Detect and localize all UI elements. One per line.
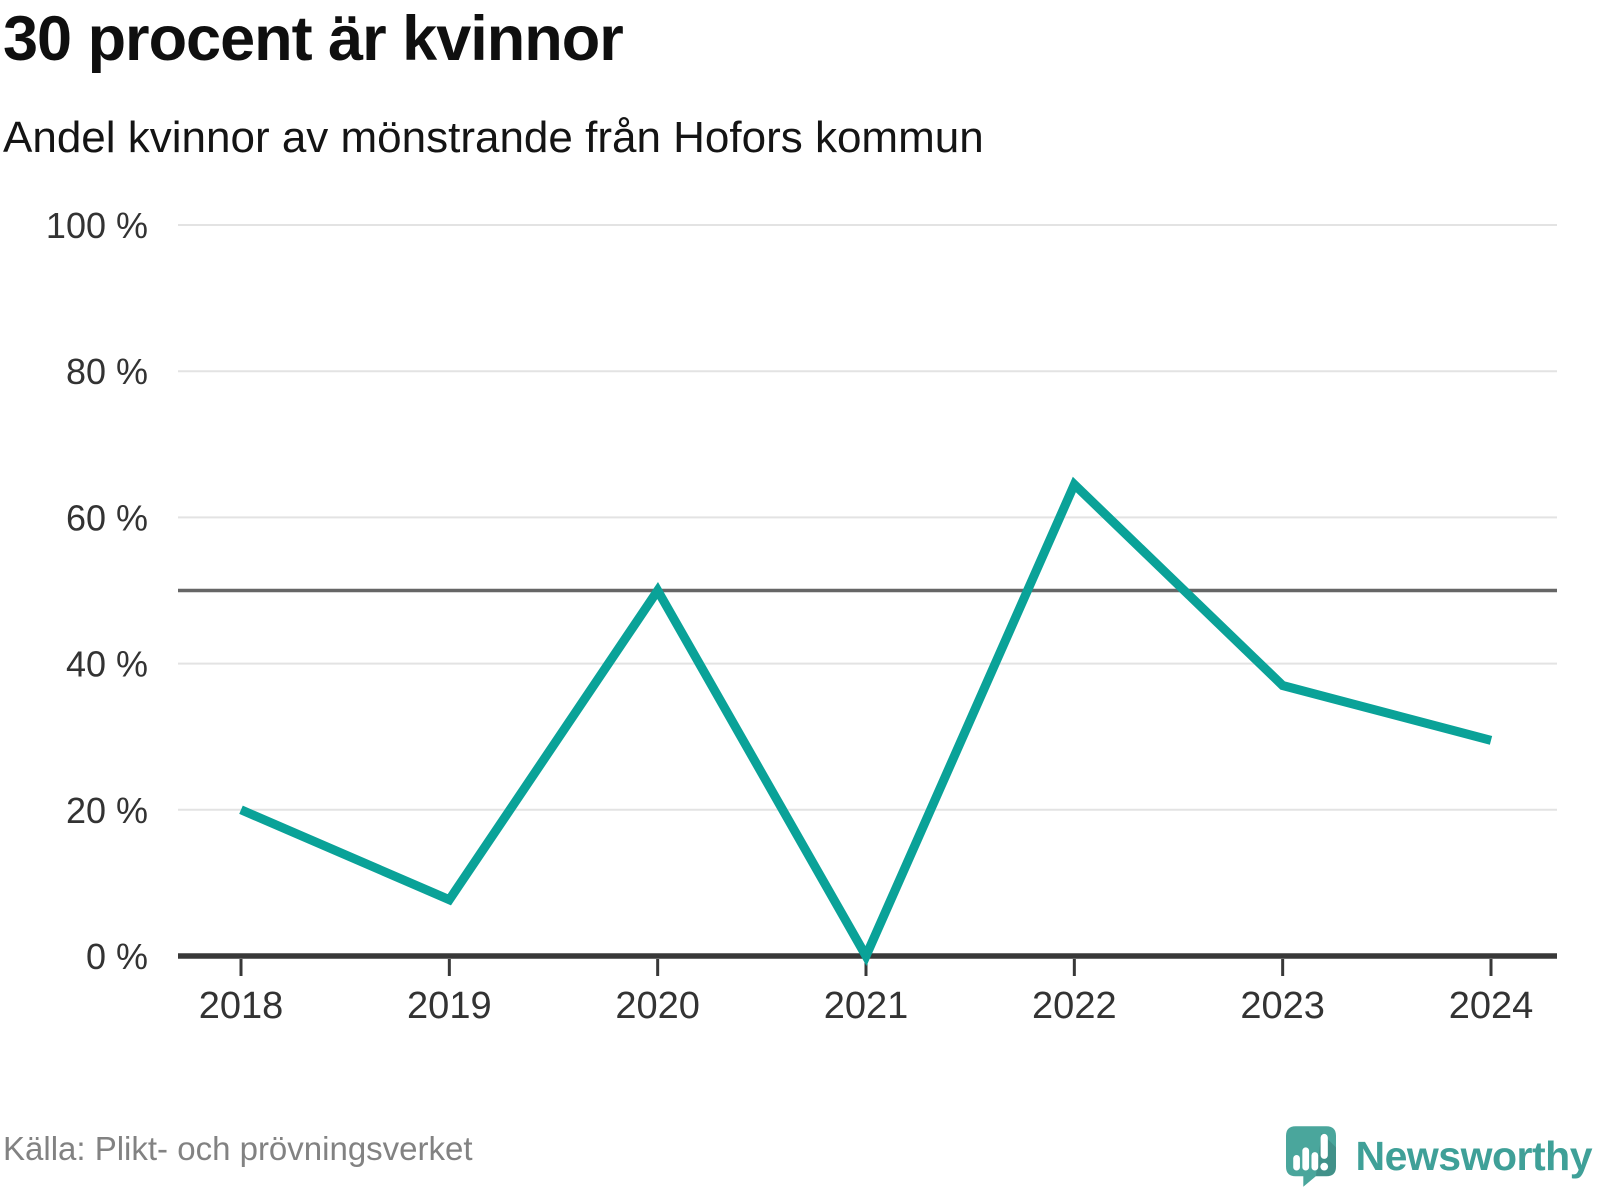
- newsworthy-logo-icon: [1285, 1126, 1336, 1187]
- x-tick-label: 2018: [199, 985, 284, 1027]
- x-tick-label: 2021: [824, 985, 909, 1027]
- x-tick-label: 2020: [615, 985, 700, 1027]
- newsworthy-brand: Newsworthy: [1285, 1126, 1593, 1187]
- x-tick-label: 2024: [1449, 985, 1534, 1027]
- chart-subtitle: Andel kvinnor av mönstrande från Hofors …: [3, 113, 984, 162]
- y-tick-label: 40 %: [66, 644, 148, 685]
- page-title: 30 procent är kvinnor: [3, 4, 624, 74]
- y-tick-label: 60 %: [66, 497, 148, 538]
- source-note: Källa: Plikt- och prövningsverket: [3, 1130, 473, 1167]
- y-tick-label: 20 %: [66, 790, 148, 831]
- data-line-series: [239, 476, 1493, 966]
- exclamation-glyph: [1319, 1133, 1328, 1171]
- y-tick-label: 80 %: [66, 351, 148, 392]
- x-tick-label: 2023: [1240, 985, 1325, 1027]
- bar-chart-glyph: [1292, 1147, 1318, 1171]
- x-tick-label: 2019: [407, 985, 492, 1027]
- x-tick-label: 2022: [1032, 985, 1117, 1027]
- brand-wordmark: Newsworthy: [1355, 1133, 1593, 1179]
- y-tick-label: 100 %: [46, 205, 148, 246]
- y-tick-label: 0 %: [86, 936, 148, 977]
